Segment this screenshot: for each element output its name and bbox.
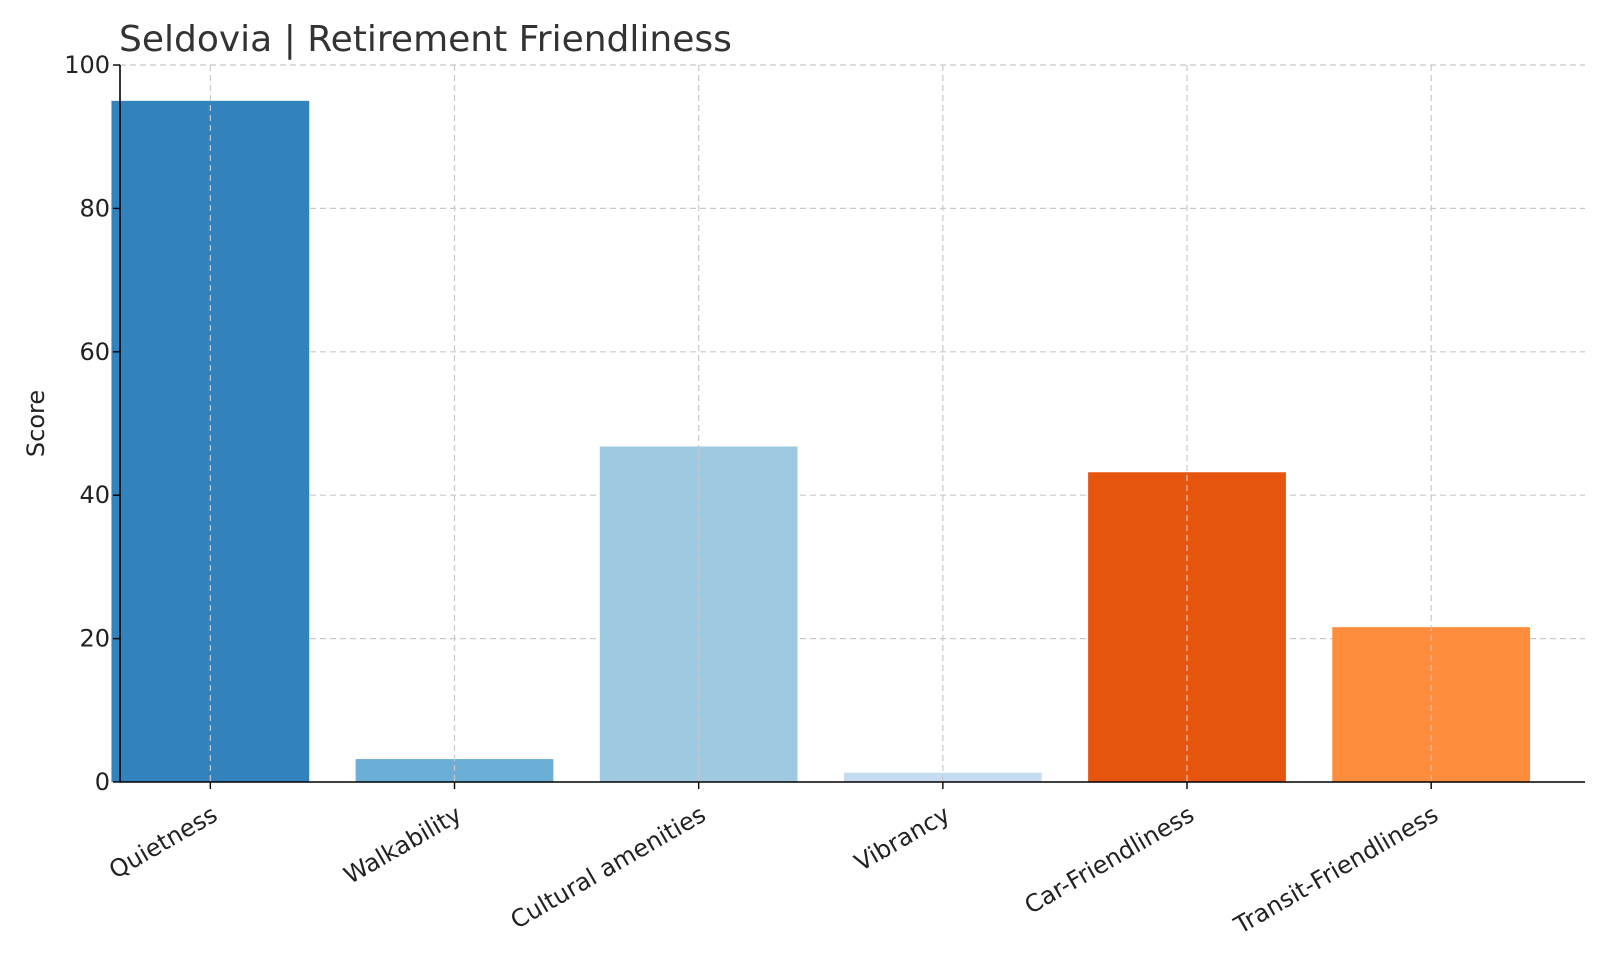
y-tick-label: 80 [79,194,110,222]
axes [113,64,1585,789]
x-tick-label: Quietness [104,800,222,884]
chart-title: Seldovia | Retirement Friendliness [119,19,732,60]
y-tick-label: 0 [95,768,110,796]
x-tick-label: Cultural amenities [506,800,711,934]
grid-lines [120,64,1585,640]
y-tick-label: 20 [79,625,110,653]
x-tick-label: Vibrancy [850,800,955,877]
x-tick-label: Car-Friendliness [1020,800,1199,920]
y-tick-label: 40 [79,481,110,509]
x-tick-label: Walkability [339,800,466,890]
y-tick-label: 100 [64,51,110,79]
x-tick-label: Transit-Friendliness [1229,800,1443,940]
y-tick-label: 60 [79,338,110,366]
y-axis-label: Score [22,390,50,457]
bars [111,65,1531,783]
